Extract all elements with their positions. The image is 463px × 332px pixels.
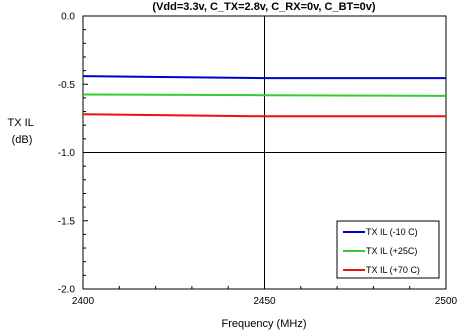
x-tick-label: 2450 — [253, 296, 276, 307]
y-axis-title: TX IL (dB) — [8, 117, 37, 146]
x-tick-label: 2500 — [435, 296, 458, 307]
series-lines — [82, 75, 447, 118]
y-tick-label: 0.0 — [61, 12, 75, 23]
x-tick-label: 2400 — [72, 296, 95, 307]
series-line-3 — [82, 113, 446, 118]
y-tick-labels: 0.0 -0.5 -1.0 -1.5 -2.0 — [58, 12, 76, 296]
x-axis-title: Frequency (MHz) — [222, 318, 307, 330]
legend-items: TX IL (-10 C) TX IL (+25C) TX IL (+70 C) — [343, 227, 420, 275]
y-tick-label: -1.0 — [58, 148, 76, 159]
series-line-1 — [82, 75, 446, 80]
grid-lines — [83, 16, 446, 289]
legend-box — [336, 220, 440, 279]
y-tick-label: -1.5 — [58, 216, 76, 227]
legend: TX IL (-10 C) TX IL (+25C) TX IL (+70 C) — [336, 220, 440, 279]
y-axis-title-line-1: TX IL — [8, 117, 34, 129]
legend-label-3: TX IL (+70 C) — [366, 265, 420, 275]
chart-title: (Vdd=3.3v, C_TX=2.8v, C_RX=0v, C_BT=0v) — [152, 1, 375, 13]
y-tick-label: -0.5 — [58, 80, 76, 91]
y-tick-label: -2.0 — [58, 285, 76, 296]
legend-label-2: TX IL (+25C) — [366, 246, 417, 256]
legend-label-1: TX IL (-10 C) — [366, 227, 418, 237]
y-axis-title-line-2: (dB) — [12, 134, 33, 146]
series-line-2 — [82, 93, 447, 97]
x-tick-labels: 2400 2450 2500 — [72, 296, 458, 307]
tick-marks — [82, 15, 447, 290]
